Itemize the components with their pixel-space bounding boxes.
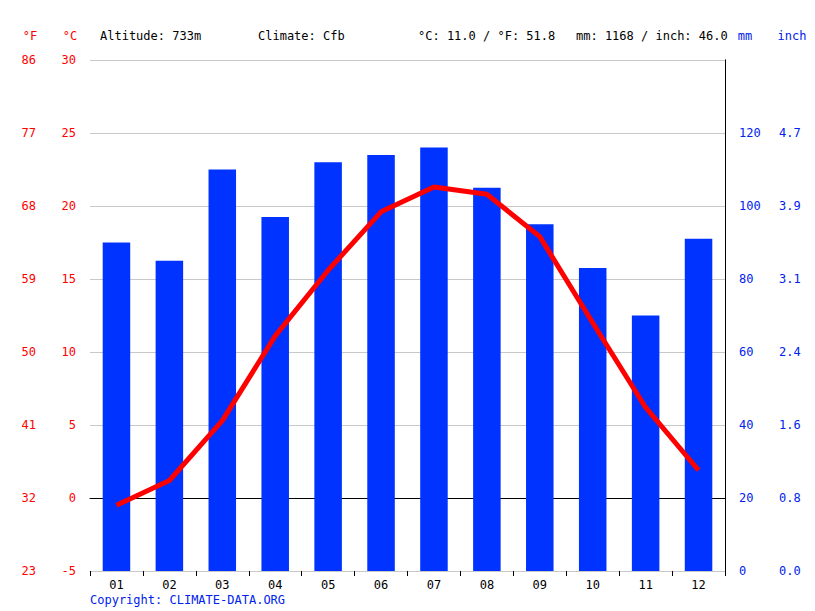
svg-text:11: 11 [638, 578, 652, 592]
svg-text:Copyright: CLIMATE-DATA.ORG: Copyright: CLIMATE-DATA.ORG [90, 593, 285, 607]
svg-text:04: 04 [268, 578, 282, 592]
svg-text:3.1: 3.1 [779, 272, 801, 286]
svg-text:68: 68 [22, 199, 36, 213]
svg-text:inch: inch [778, 29, 807, 43]
svg-text:20: 20 [739, 491, 753, 505]
svg-text:0.0: 0.0 [779, 564, 801, 578]
svg-text:1.6: 1.6 [779, 418, 801, 432]
svg-text:Altitude: 733m: Altitude: 733m [100, 29, 201, 43]
svg-text:3.9: 3.9 [779, 199, 801, 213]
svg-text:80: 80 [739, 272, 753, 286]
svg-text:20: 20 [62, 199, 76, 213]
svg-text:0: 0 [739, 564, 746, 578]
svg-text:09: 09 [533, 578, 547, 592]
svg-text:05: 05 [321, 578, 335, 592]
svg-text:07: 07 [427, 578, 441, 592]
svg-text:100: 100 [739, 199, 761, 213]
svg-text:03: 03 [215, 578, 229, 592]
svg-text:°C: °C [63, 29, 77, 43]
svg-text:Climate: Cfb: Climate: Cfb [258, 29, 345, 43]
svg-text:120: 120 [739, 126, 761, 140]
svg-text:01: 01 [109, 578, 123, 592]
svg-text:41: 41 [22, 418, 36, 432]
svg-text:08: 08 [480, 578, 494, 592]
svg-text:30: 30 [62, 53, 76, 67]
svg-text:5: 5 [69, 418, 76, 432]
svg-text:86: 86 [22, 53, 36, 67]
svg-text:°F: °F [23, 29, 37, 43]
svg-text:10: 10 [585, 578, 599, 592]
svg-text:°C: 11.0 / °F: 51.8: °C: 11.0 / °F: 51.8 [418, 29, 555, 43]
svg-text:02: 02 [162, 578, 176, 592]
svg-text:50: 50 [22, 345, 36, 359]
svg-text:32: 32 [22, 491, 36, 505]
svg-text:10: 10 [62, 345, 76, 359]
svg-text:0.8: 0.8 [779, 491, 801, 505]
svg-text:40: 40 [739, 418, 753, 432]
svg-text:77: 77 [22, 126, 36, 140]
svg-text:mm: 1168 / inch: 46.0: mm: 1168 / inch: 46.0 [576, 29, 728, 43]
svg-text:12: 12 [691, 578, 705, 592]
svg-text:59: 59 [22, 272, 36, 286]
svg-text:15: 15 [62, 272, 76, 286]
svg-text:0: 0 [69, 491, 76, 505]
svg-text:4.7: 4.7 [779, 126, 801, 140]
svg-text:25: 25 [62, 126, 76, 140]
svg-text:06: 06 [374, 578, 388, 592]
svg-text:mm: mm [738, 29, 752, 43]
svg-text:60: 60 [739, 345, 753, 359]
svg-text:2.4: 2.4 [779, 345, 801, 359]
svg-text:-5: -5 [62, 564, 76, 578]
svg-text:23: 23 [22, 564, 36, 578]
